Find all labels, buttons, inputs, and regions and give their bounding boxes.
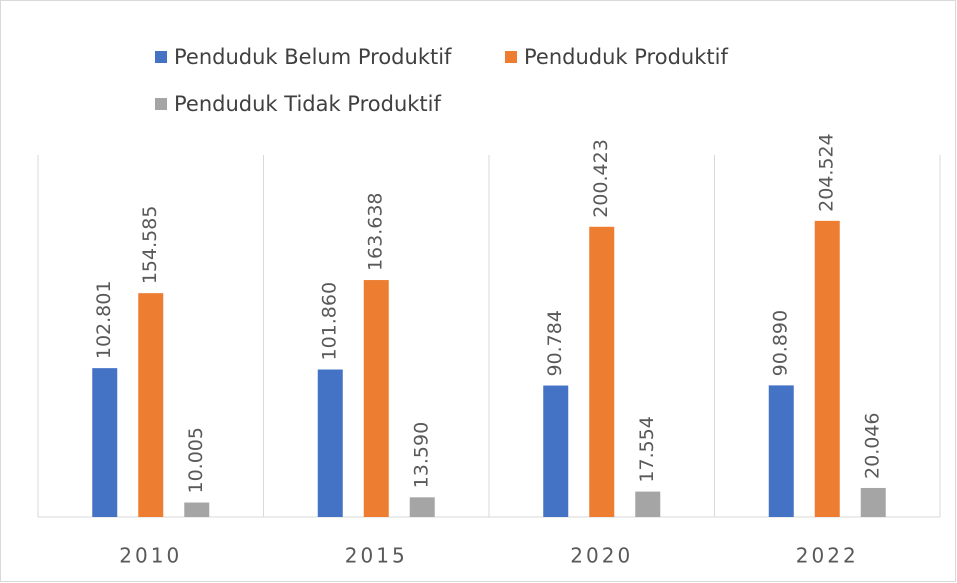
bar — [138, 293, 164, 517]
data-label: 101.860 — [319, 282, 341, 361]
data-label: 10.005 — [185, 427, 207, 493]
data-label: 154.585 — [139, 206, 161, 285]
legend-label: Penduduk Tidak Produktif — [174, 92, 441, 116]
bar — [543, 385, 569, 517]
bar — [860, 487, 886, 517]
legend-label: Penduduk Belum Produktif — [174, 45, 452, 69]
data-label: 20.046 — [862, 412, 884, 478]
x-tick-label: 2022 — [796, 544, 859, 568]
bar — [409, 497, 435, 517]
bar — [589, 226, 615, 518]
data-label: 13.590 — [411, 422, 433, 488]
legend-swatch — [155, 98, 167, 110]
x-tick-label: 2010 — [119, 544, 182, 568]
data-label: 90.890 — [770, 310, 792, 376]
data-label: 204.524 — [816, 133, 838, 212]
bar — [363, 280, 389, 517]
data-label: 163.638 — [365, 192, 387, 271]
legend-swatch — [155, 51, 167, 63]
data-label: 200.423 — [590, 139, 612, 218]
data-label: 102.801 — [93, 281, 115, 360]
bar — [184, 502, 210, 517]
legend-swatch — [505, 51, 517, 63]
bar — [317, 369, 343, 517]
x-tick-label: 2020 — [570, 544, 633, 568]
x-tick-label: 2015 — [345, 544, 408, 568]
bar — [814, 220, 840, 517]
data-label: 90.784 — [544, 310, 566, 376]
bar — [768, 385, 794, 517]
bar — [635, 491, 661, 517]
legend-label: Penduduk Produktif — [524, 45, 728, 69]
data-label: 17.554 — [636, 416, 658, 482]
bar — [92, 368, 118, 517]
